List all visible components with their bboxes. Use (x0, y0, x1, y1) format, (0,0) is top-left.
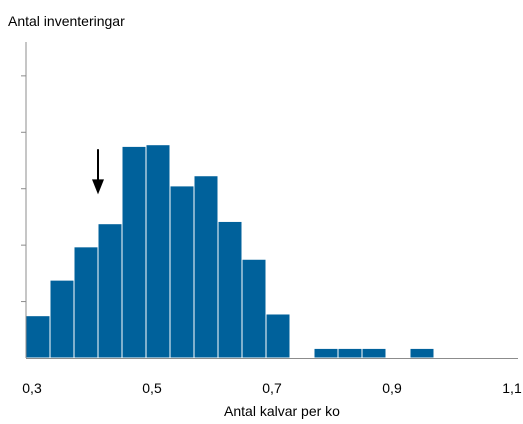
histogram-bar (409, 347, 435, 359)
arrow-annotation (92, 149, 104, 195)
histogram-bar (193, 175, 219, 359)
histogram-bar (145, 144, 171, 359)
y-axis-title: Antal inventeringar (8, 13, 125, 29)
histogram-bar (217, 220, 243, 359)
histogram-bar (121, 145, 147, 359)
x-tick-label: 0,5 (142, 380, 162, 396)
histogram-bar (97, 223, 123, 359)
x-tick-label: 1,1 (502, 380, 522, 396)
histogram-bar (73, 246, 99, 359)
y-axis-ticks (21, 75, 26, 303)
histogram-bar (169, 185, 195, 359)
arrow-head (92, 179, 104, 195)
histogram-bar (265, 313, 291, 359)
x-tick-label: 0,7 (262, 380, 282, 396)
histogram-bar (337, 347, 363, 359)
histogram-bar (25, 315, 51, 359)
x-axis-title: Antal kalvar per ko (224, 403, 340, 419)
histogram-bar (49, 279, 75, 359)
x-tick-label: 0,9 (382, 380, 402, 396)
histogram-bars (25, 144, 435, 359)
histogram-bar (361, 347, 387, 359)
histogram-bar (241, 258, 267, 359)
histogram-bar (313, 347, 339, 359)
x-tick-label: 0,3 (22, 380, 42, 396)
x-axis-tick-labels: 0,3 0,5 0,7 0,9 1,1 (22, 380, 522, 396)
